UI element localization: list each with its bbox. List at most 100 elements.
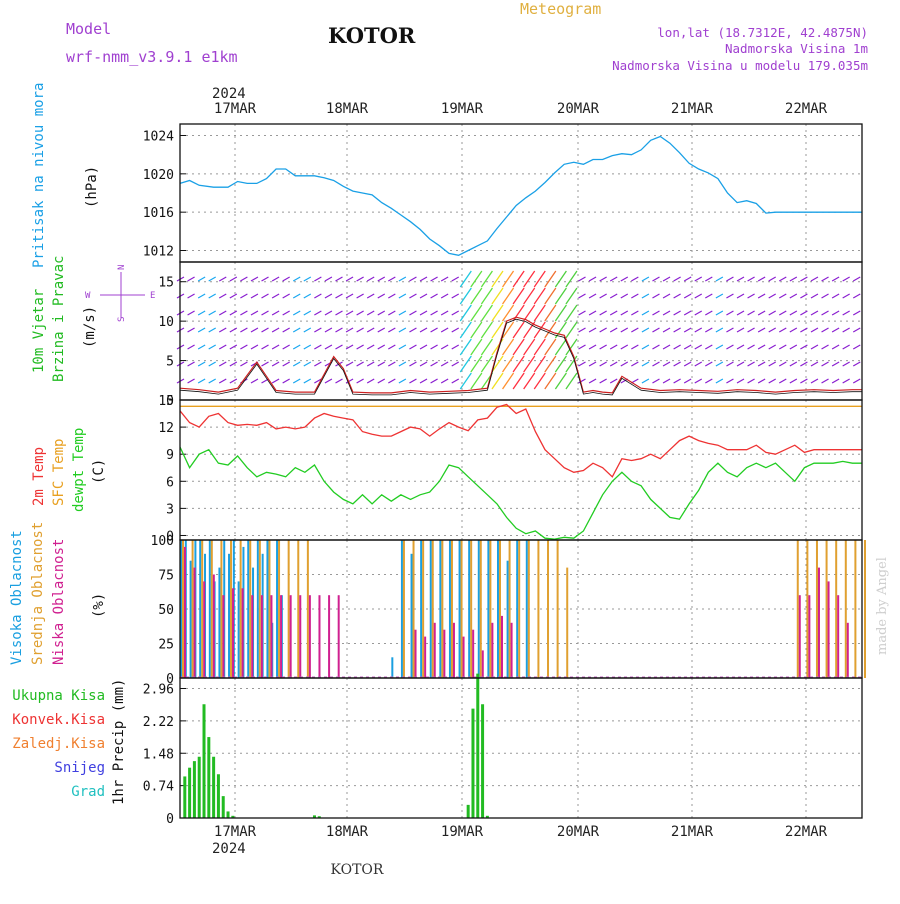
wind-barb [757,344,766,350]
wind-barb [292,276,301,282]
wind-barb [533,338,546,356]
wind-barb [377,378,386,384]
wind-barb [673,327,681,333]
wind-barb [544,321,557,339]
cloud-bar [472,629,475,678]
bottom-date-label: 21MAR [671,824,714,840]
wind-barb [377,361,386,367]
wind-barb [356,344,364,350]
wind-barb [554,372,567,390]
wind-barb [345,310,354,316]
wind-barb [430,327,438,333]
wind-barb [652,344,660,350]
top-date-label: 21MAR [671,101,714,117]
wind-barb [778,344,787,350]
wind-barb [303,276,312,282]
wind-barb [335,344,343,350]
cloud-bar [825,540,828,678]
wind-barb [599,310,607,316]
precip-bar [192,761,196,818]
cloud-bar [808,595,811,678]
wind-barb [789,344,798,350]
wind-barb [197,327,206,333]
wind-barb [683,327,692,333]
wind-barb [778,310,787,316]
wind-barb [523,304,536,322]
coords-label: lon,lat (18.7312E, 42.4875N) [657,25,868,40]
cloud-bar [268,540,271,678]
wind-barb [480,321,493,339]
wind-barb [388,327,396,333]
cloud-bar [439,540,442,678]
wind-barb [440,344,449,350]
wind-barb [747,293,755,299]
cloud-bar [489,540,492,678]
wind-barb [502,372,515,390]
wind-barb [842,276,850,282]
wind-barb [303,344,312,350]
wind-barb [565,304,578,322]
wind-barb [398,378,407,384]
wind-barb [208,344,216,350]
wind-barb [303,361,312,367]
wind-barb [620,310,629,316]
cloud-bar [232,588,235,678]
wind-barb [821,327,829,333]
cloud-bar [203,581,206,678]
wind-barb [512,372,525,390]
wind-barb [282,361,290,367]
wind-barb [554,338,567,356]
wind-barb [335,310,343,316]
wind-barb [335,327,343,333]
wind-barb [694,378,703,384]
wind-barb [715,378,724,384]
wind-barb [229,327,238,333]
wind-barb [240,293,248,299]
wind-barb [652,327,660,333]
wind-barb [599,344,607,350]
wind-barb [314,344,322,350]
wind-barb [620,276,629,282]
wind-barb [282,310,290,316]
wind-barb [736,344,745,350]
cloud-bar [443,629,446,678]
wind-barb [459,270,472,288]
bottom-date-label: 17MAR [214,824,257,840]
wind-barb [218,276,227,282]
cloud-bar [222,595,225,678]
wind-barb [261,293,269,299]
cloud-bar [299,595,302,678]
cloud-bar [424,636,427,678]
wind-label-1: 10m Vjetar [31,289,47,373]
wind-barb [715,361,724,367]
bottom-date-label: 18MAR [326,824,369,840]
wind-barb [800,361,808,367]
wind-barb [240,310,248,316]
cloud-tick-label: 50 [158,603,174,618]
wind-barb [578,293,586,299]
wind-barb [314,276,322,282]
wind-barb [491,372,504,390]
wind-barb [440,361,449,367]
wind-barb [523,287,536,305]
cloud-bar [228,553,231,678]
wind-barb [250,293,259,299]
wind-barb [502,287,515,305]
wind-barb [197,293,206,299]
cloud-bar [470,540,473,678]
wind-barb [683,310,692,316]
wind-barb [588,361,597,367]
cloud-bar [270,595,273,678]
cloud-label-3: Niska Oblacnost [51,539,67,665]
cloud-bar [806,540,809,678]
wind-barb [736,293,745,299]
wind-barb [757,276,766,282]
wind-barb [821,276,829,282]
wind-barb [187,361,195,367]
wind-barb [197,361,206,367]
cloud-bar [256,540,259,678]
wind-barb [620,344,629,350]
precip-bar [188,767,192,818]
wind-barb [208,310,216,316]
wind-barb [502,338,515,356]
